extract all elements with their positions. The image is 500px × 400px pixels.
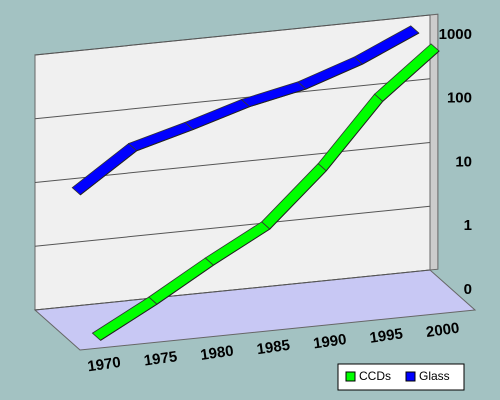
x-tick-label: 1980 [199, 342, 234, 363]
x-tick-label: 1985 [256, 337, 291, 358]
y-tick-label: 100 [447, 90, 472, 107]
legend-label: CCDs [359, 369, 391, 383]
x-tick-label: 1975 [143, 348, 178, 369]
legend: CCDs Glass [337, 363, 465, 391]
y-tick-label: 0 [464, 281, 472, 298]
right-wall [429, 13, 439, 271]
y-tick-label: 1 [464, 217, 472, 234]
x-tick-label: 1990 [312, 331, 347, 352]
grid-line [34, 269, 431, 311]
y-tick-label: 10 [455, 153, 472, 170]
grid-line [34, 205, 431, 247]
x-tick-label: 1970 [86, 354, 121, 375]
grid-line [34, 14, 431, 56]
legend-label: Glass [419, 369, 450, 383]
x-tick-label: 1995 [369, 325, 404, 346]
legend-swatch [345, 371, 356, 382]
series-line [100, 50, 440, 341]
grid-line [34, 78, 431, 120]
x-tick-label: 2000 [425, 320, 460, 341]
series-line [80, 32, 420, 196]
legend-box [337, 363, 465, 391]
legend-swatch [405, 371, 416, 382]
y-tick-label: 1000 [439, 26, 472, 43]
